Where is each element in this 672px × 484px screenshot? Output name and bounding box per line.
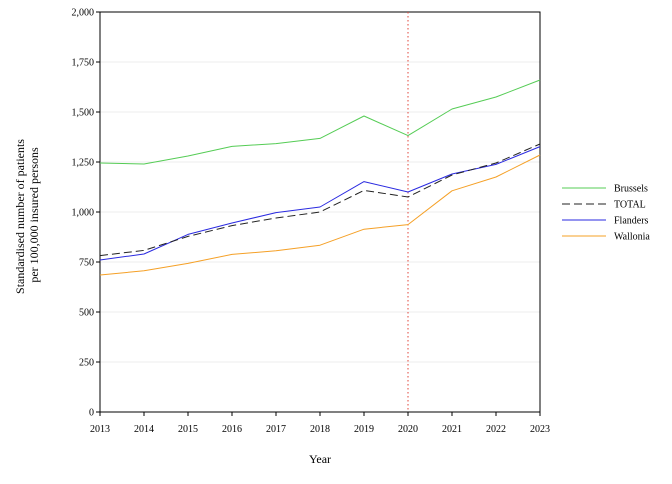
legend: Brussels TOTAL Flanders Wallonia — [562, 184, 650, 243]
x-tick-label-2015: 2015 — [178, 424, 198, 435]
legend-label-flanders: Flanders — [614, 216, 649, 227]
x-tick-label-2020: 2020 — [398, 424, 418, 435]
y-tick-label-250: 250 — [79, 358, 94, 369]
legend-label-total: TOTAL — [614, 200, 646, 211]
y-axis-title-line-2: per 100,000 insured persons — [27, 147, 41, 283]
y-tick-label-500: 500 — [79, 308, 94, 319]
x-tick-label-2014: 2014 — [134, 424, 154, 435]
series-layer — [99, 12, 541, 412]
y-tick-label-1500: 1,500 — [72, 108, 95, 119]
legend-label-wallonia: Wallonia — [614, 232, 650, 243]
x-tick-label-2021: 2021 — [442, 424, 462, 435]
y-axis-title: Standardised number of patients per 100,… — [13, 136, 41, 294]
x-tick-label-2016: 2016 — [222, 424, 242, 435]
y-tick-label-1750: 1,750 — [72, 58, 95, 69]
series-line-wallonia — [99, 154, 541, 276]
x-tick-label-2017: 2017 — [266, 424, 286, 435]
y-tick-label-0: 0 — [89, 408, 94, 419]
y-tick-label-750: 750 — [79, 258, 94, 269]
legend-label-brussels: Brussels — [614, 184, 648, 195]
x-tick-label-2023: 2023 — [530, 424, 550, 435]
series-line-brussels — [99, 79, 541, 165]
x-tick-label-2013: 2013 — [90, 424, 110, 435]
y-tick-label-2000: 2,000 — [72, 8, 95, 19]
y-tick-label-1250: 1,250 — [72, 158, 95, 169]
y-axis-title-line-1: Standardised number of patients — [13, 139, 27, 294]
x-tick-label-2022: 2022 — [486, 424, 506, 435]
axis-layer: 0 250 500 750 1,000 1,250 1,500 1,750 2,000 2013 2… — [72, 8, 551, 436]
x-tick-label-2018: 2018 — [310, 424, 330, 435]
x-axis-title: Year — [309, 452, 331, 466]
y-tick-label-1000: 1,000 — [72, 208, 95, 219]
series-line-total — [99, 143, 541, 257]
grid-layer — [100, 11, 540, 363]
x-tick-label-2019: 2019 — [354, 424, 374, 435]
